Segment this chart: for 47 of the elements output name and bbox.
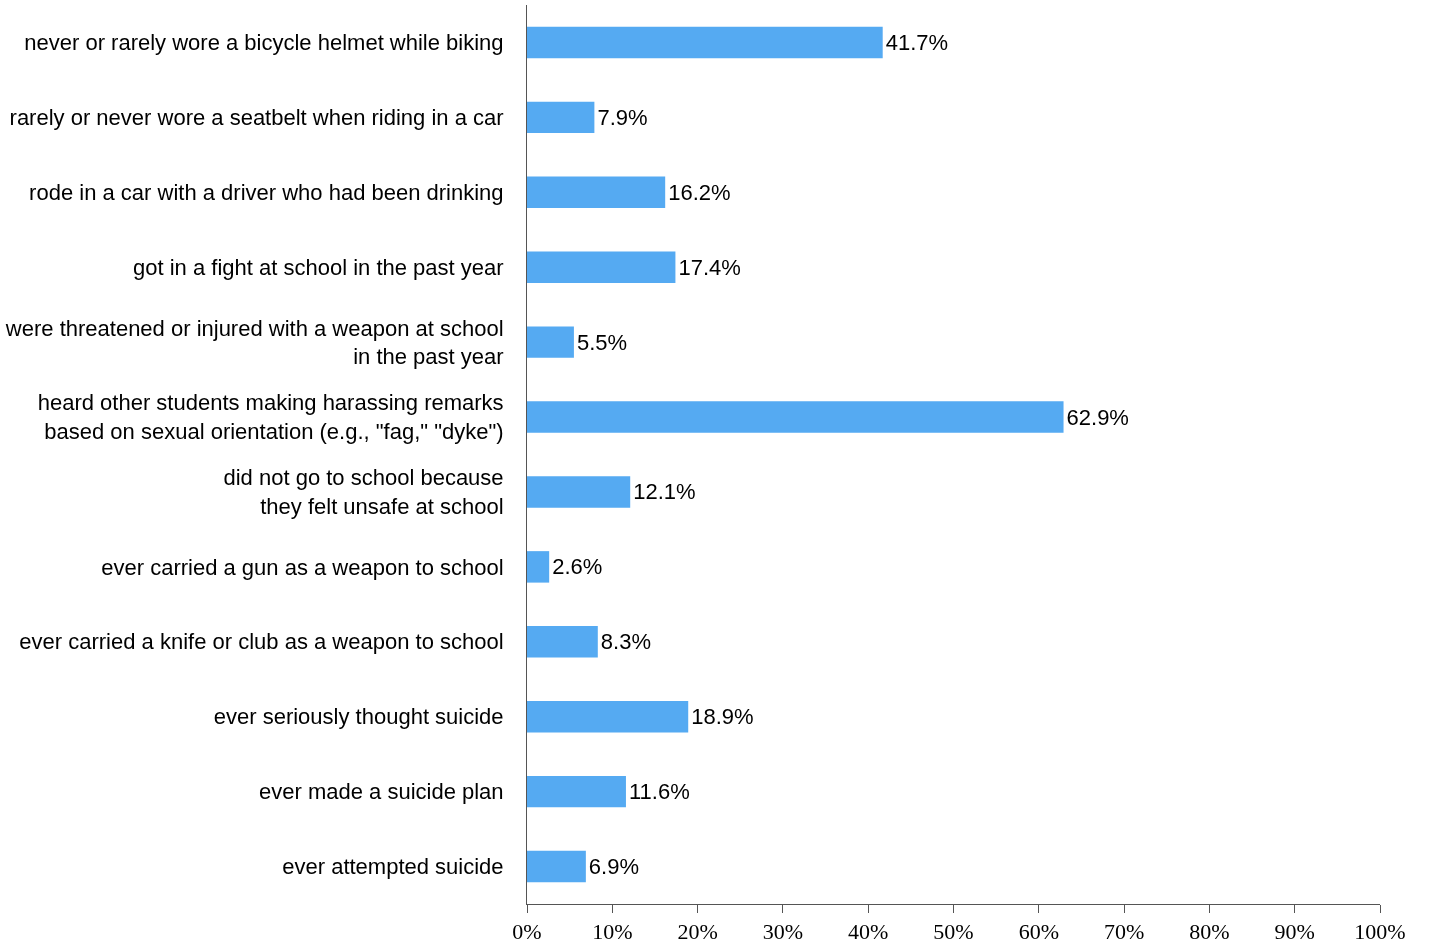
bar — [527, 101, 595, 134]
y-tick-label: got in a fight at school in the past year — [133, 254, 504, 280]
bar — [527, 551, 550, 583]
data-label: 7.9% — [597, 104, 648, 130]
data-label: 2.6% — [552, 554, 603, 580]
y-tick-label: ever seriously thought suicide — [213, 704, 504, 730]
bar — [527, 251, 676, 283]
data-label: 12.1% — [633, 479, 696, 505]
y-tick-label: ever made a suicide plan — [259, 779, 504, 805]
bar — [527, 850, 586, 883]
y-tick-label: rarely or never wore a seatbelt when riding in a car — [9, 105, 504, 131]
data-label: 5.5% — [576, 329, 628, 355]
bar — [527, 775, 626, 808]
bar — [527, 326, 574, 358]
x-tick-label: 60% — [1018, 919, 1059, 945]
x-tick-label: 0% — [512, 919, 542, 945]
data-label: 11.6% — [628, 779, 690, 805]
y-tick-label: never or rarely wore a bicycle helmet while biking — [24, 30, 504, 56]
x-tick-label: 100% — [1354, 919, 1406, 945]
y-tick-label: ever carried a gun as a weapon to school — [101, 554, 504, 580]
y-tick-label: heard other students making harassing remarks based on sexual orientation (e.g., "fag," "dyke") — [37, 390, 504, 445]
y-tick-label: rode in a car with a driver who had been drinking — [29, 179, 504, 205]
x-tick-label: 10% — [592, 919, 633, 945]
data-label: 41.7% — [885, 29, 949, 55]
y-tick-label: did not go to school because they felt unsafe at school — [223, 465, 504, 519]
x-tick-label: 70% — [1103, 919, 1145, 945]
x-tick-label: 80% — [1189, 919, 1230, 945]
data-label: 18.9% — [691, 704, 754, 730]
x-tick-label: 90% — [1274, 919, 1315, 945]
y-tick-label: ever carried a knife or club as a weapon to school — [19, 629, 504, 655]
y-tick-label: ever attempted suicide — [282, 854, 504, 880]
y-tick-label: were threatened or injured with a weapon at school in the past year — [4, 315, 504, 370]
bar — [527, 401, 1064, 433]
data-label: 6.9% — [588, 854, 640, 880]
data-label: 17.4% — [678, 254, 741, 280]
bar — [527, 176, 666, 209]
x-tick-label: 30% — [762, 919, 804, 945]
bar — [527, 700, 689, 733]
bar — [527, 476, 631, 508]
x-tick-label: 20% — [677, 919, 718, 945]
x-tick-label: 40% — [848, 919, 889, 945]
bar — [527, 26, 883, 59]
data-label: 62.9% — [1066, 404, 1129, 430]
bar — [527, 626, 598, 658]
data-label: 8.3% — [600, 629, 651, 655]
x-tick-label: 50% — [933, 919, 974, 945]
data-label: 16.2% — [668, 179, 731, 205]
